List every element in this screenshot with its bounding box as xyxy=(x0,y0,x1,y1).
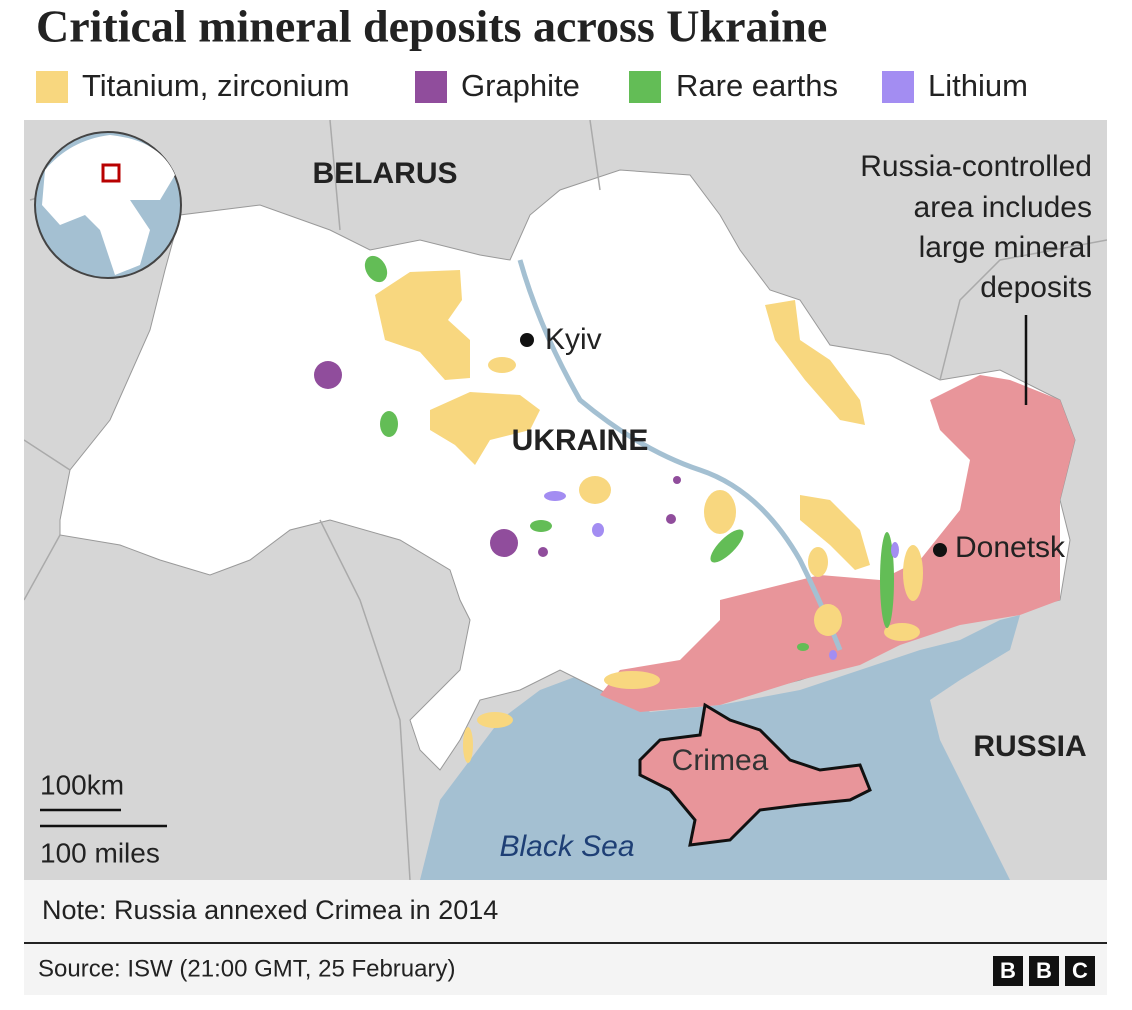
map: BELARUS UKRAINE RUSSIA Kyiv Donetsk Crim… xyxy=(24,120,1107,880)
scale-label: 100 miles xyxy=(40,837,160,868)
logo-box xyxy=(1065,956,1095,986)
city-label: Kyiv xyxy=(545,323,602,356)
legend-swatch xyxy=(415,71,447,103)
legend-label: Titanium, zirconium xyxy=(82,68,350,103)
deposit xyxy=(797,643,809,651)
annotation: large mineral xyxy=(919,231,1092,264)
logo-box xyxy=(1029,956,1059,986)
deposit xyxy=(490,529,518,557)
deposit xyxy=(488,357,516,373)
source: Source: ISW (21:00 GMT, 25 February) xyxy=(38,955,455,982)
annotation: area includes xyxy=(914,191,1092,224)
country-label: UKRAINE xyxy=(512,424,649,457)
deposit xyxy=(477,712,513,728)
deposit xyxy=(880,532,894,628)
deposit xyxy=(765,300,865,425)
logo: B B C xyxy=(993,956,1095,986)
logo-box xyxy=(993,956,1023,986)
city-dot xyxy=(933,543,947,557)
river xyxy=(517,259,843,651)
locator-globe xyxy=(34,131,182,279)
note-band xyxy=(24,880,1107,943)
deposit xyxy=(314,361,342,389)
locator-box xyxy=(101,163,121,183)
deposit xyxy=(884,623,920,641)
legend-label: Lithium xyxy=(928,68,1028,103)
deposit xyxy=(375,270,470,380)
region-label: Crimea xyxy=(672,744,769,777)
crimea xyxy=(638,702,872,847)
source-band xyxy=(24,944,1107,995)
country-label: BELARUS xyxy=(312,157,457,190)
deposit xyxy=(544,491,566,501)
deposit xyxy=(380,411,398,437)
city-dot xyxy=(520,333,534,347)
deposit xyxy=(530,520,552,532)
scale-label: 100km xyxy=(40,769,124,800)
deposit xyxy=(808,547,828,577)
deposit xyxy=(704,490,736,534)
deposit xyxy=(463,727,473,763)
deposit xyxy=(710,529,744,563)
legend-swatch xyxy=(629,71,661,103)
country-label: RUSSIA xyxy=(973,730,1086,763)
legend-label: Rare earths xyxy=(676,68,838,103)
deposit xyxy=(814,604,842,636)
deposit xyxy=(579,476,611,504)
deposit xyxy=(604,671,660,689)
legend-swatch xyxy=(882,71,914,103)
deposits xyxy=(314,255,923,763)
deposit xyxy=(829,650,837,660)
annotation: Russia-controlled xyxy=(860,150,1092,183)
deposit xyxy=(364,255,388,283)
deposit xyxy=(673,476,681,484)
globe-land xyxy=(42,135,175,275)
deposit xyxy=(592,523,604,537)
title: Critical mineral deposits across Ukraine xyxy=(36,1,827,52)
logo-letter: B xyxy=(1036,958,1052,983)
legend: Titanium, zirconium Graphite Rare earths… xyxy=(36,68,1028,103)
annotation: deposits xyxy=(980,271,1092,304)
deposit xyxy=(800,495,870,570)
legend-swatch xyxy=(36,71,68,103)
logo-letter: C xyxy=(1072,958,1088,983)
russia-controlled xyxy=(600,375,1075,712)
deposit xyxy=(891,542,899,558)
logo-letter: B xyxy=(1000,958,1016,983)
legend-label: Graphite xyxy=(461,68,580,103)
deposit xyxy=(903,545,923,601)
deposit xyxy=(538,547,548,557)
city-label: Donetsk xyxy=(955,531,1066,564)
sea-label: Black Sea xyxy=(499,830,634,863)
deposit xyxy=(666,514,676,524)
note: Note: Russia annexed Crimea in 2014 xyxy=(42,895,498,925)
deposit xyxy=(430,392,540,465)
